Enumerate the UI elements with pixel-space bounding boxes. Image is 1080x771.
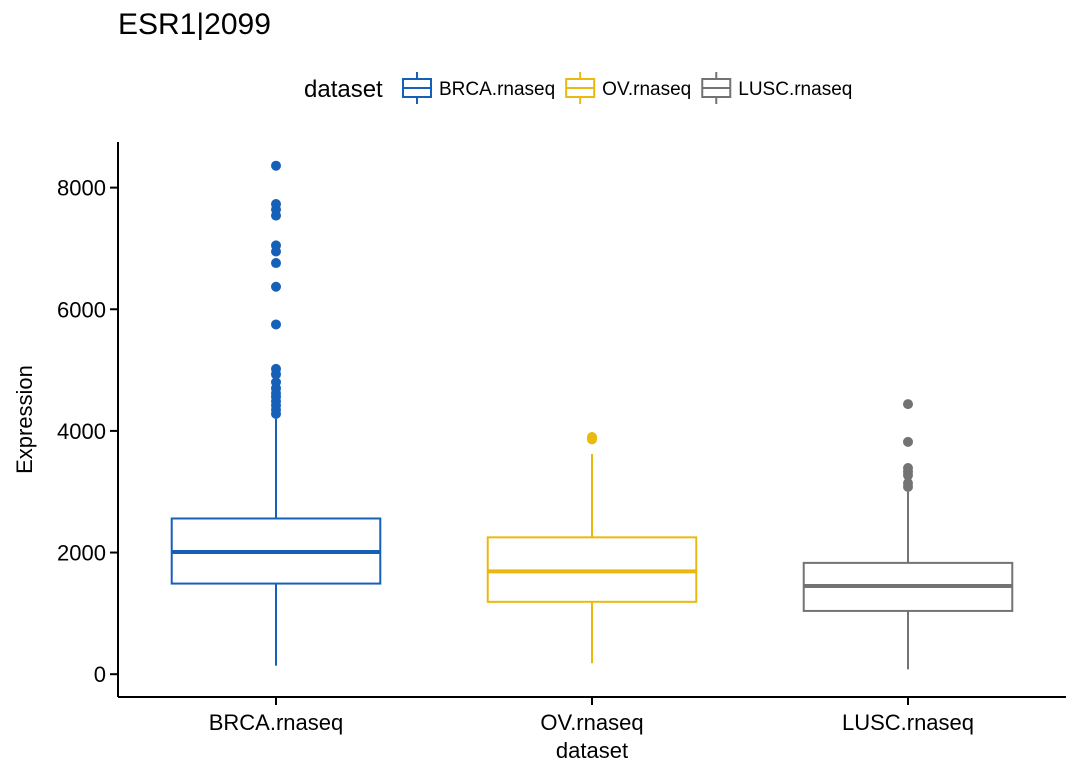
outlier-point-brca — [271, 369, 281, 380]
x-tick-label: BRCA.rnaseq — [209, 710, 344, 735]
outlier-point-lusc — [903, 481, 913, 492]
outlier-point-brca — [271, 408, 281, 419]
y-tick-label: 2000 — [57, 541, 106, 566]
outlier-point-lusc — [903, 399, 913, 410]
x-axis-title: dataset — [556, 738, 628, 763]
legend-label-ov: OV.rnaseq — [602, 79, 691, 100]
outlier-point-brca — [271, 210, 281, 221]
outlier-point-brca — [271, 319, 281, 330]
outlier-point-brca — [271, 246, 281, 257]
legend-title: dataset — [304, 76, 383, 103]
outlier-point-brca — [271, 258, 281, 269]
y-tick-label: 6000 — [57, 297, 106, 322]
outlier-point-lusc — [903, 436, 913, 447]
legend-key-lusc — [701, 72, 732, 104]
y-tick-label: 0 — [94, 662, 106, 687]
legend-label-brca: BRCA.rnaseq — [439, 79, 555, 100]
legend-key-brca — [402, 72, 432, 104]
outlier-point-ov — [587, 434, 597, 445]
outlier-point-lusc — [903, 470, 913, 481]
y-axis-title: Expression — [12, 365, 37, 474]
legend-label-lusc: LUSC.rnaseq — [738, 79, 852, 100]
legend-key-ov — [565, 72, 596, 104]
y-tick-label: 8000 — [57, 176, 106, 201]
outlier-point-brca — [271, 160, 281, 171]
x-tick-label: LUSC.rnaseq — [842, 710, 974, 735]
outlier-point-brca — [271, 281, 281, 292]
chart-title: ESR1|2099 — [118, 8, 271, 41]
x-tick-label: OV.rnaseq — [540, 710, 643, 735]
y-tick-label: 4000 — [57, 419, 106, 444]
